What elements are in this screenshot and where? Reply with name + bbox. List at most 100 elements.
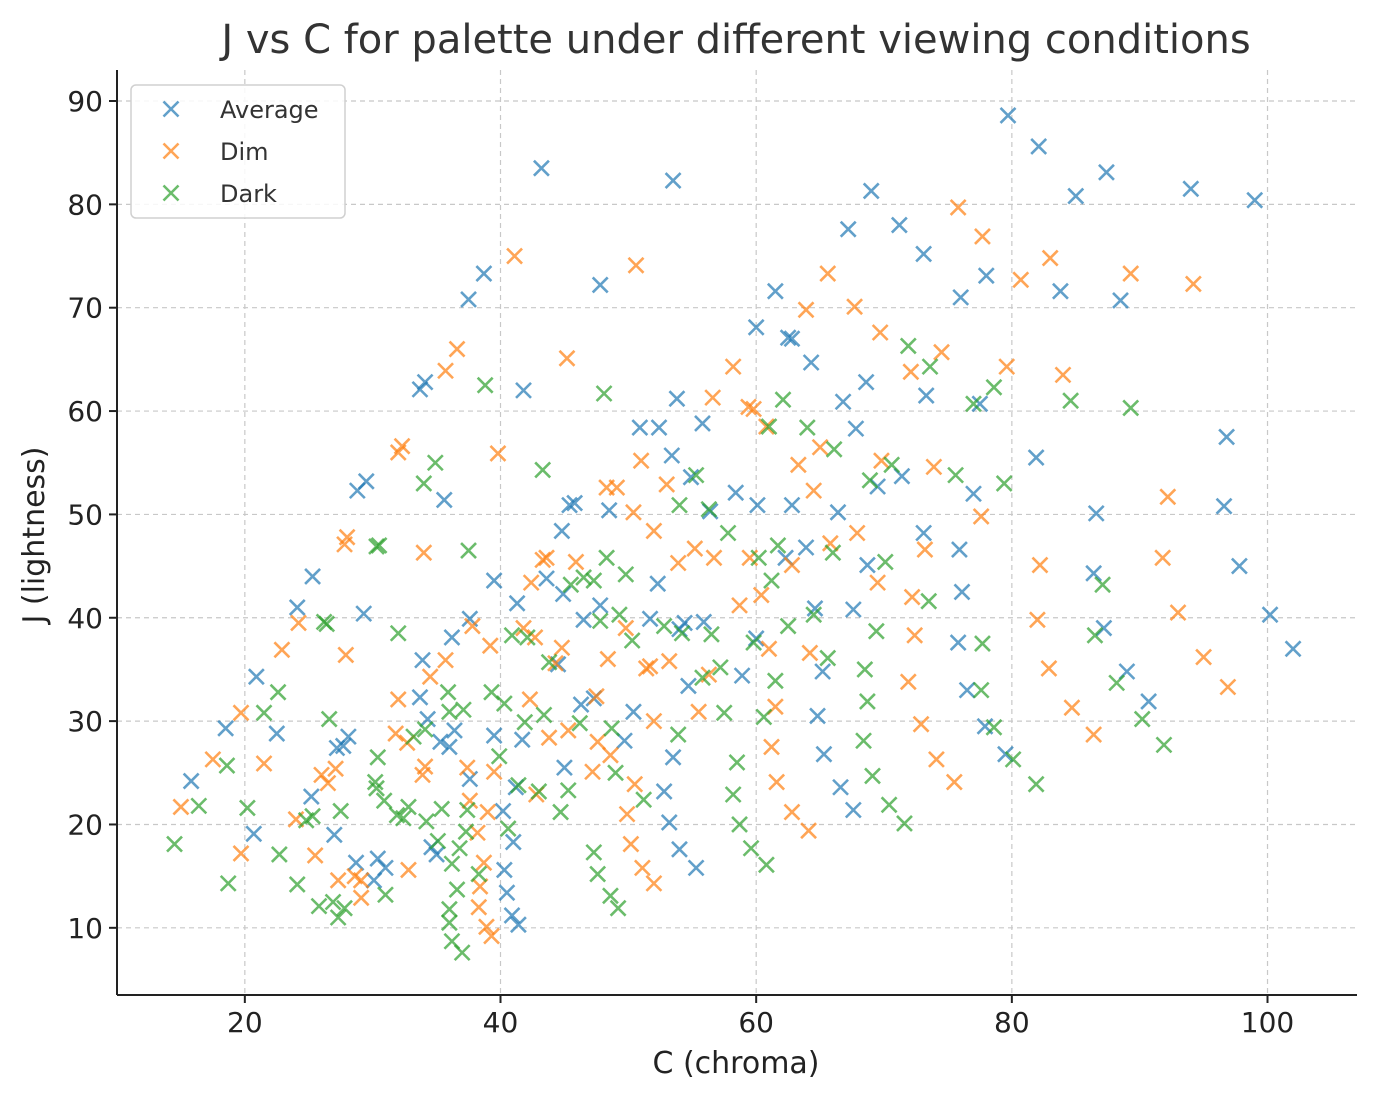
data-point [1230,557,1248,575]
data-point [690,703,708,721]
data-point [304,807,322,825]
data-point [368,779,385,797]
data-point [387,725,405,742]
data-point [608,479,626,496]
data-point [779,329,797,347]
legend-marker [162,184,180,202]
data-point [334,737,352,755]
y-tick-label: 70 [67,292,103,325]
data-point [182,772,200,790]
data-point [740,398,757,416]
data-point [470,898,488,916]
data-point [1086,626,1104,644]
y-tick-label: 60 [67,395,103,428]
data-point [393,437,411,455]
data-point [700,500,718,518]
data-point [731,596,748,614]
data-point [985,718,1003,736]
data-point [535,706,553,724]
data-point [485,727,503,745]
data-point [515,381,532,399]
data-point [728,754,746,771]
data-point [671,840,688,858]
data-point [848,524,866,542]
data-point [1261,606,1279,624]
data-point [755,708,773,726]
data-point [682,468,700,486]
data-point [658,476,676,493]
data-point [915,245,933,263]
data-point [325,826,343,844]
data-point [1004,750,1022,768]
data-point [348,482,366,500]
y-tick-label: 10 [67,912,103,945]
data-point [575,569,593,586]
data-point [324,893,342,911]
data-point [232,844,250,862]
data-point [595,385,613,402]
data-point [1027,449,1045,466]
data-point [766,282,784,300]
data-point [617,619,635,637]
data-point [437,651,454,669]
data-point [663,447,681,464]
data-point [440,738,458,756]
data-point [873,452,890,470]
data-point [933,343,950,361]
data-point [475,265,493,283]
data-point [602,887,619,905]
data-point [625,703,642,721]
data-point [428,846,446,863]
data-point [669,554,687,572]
data-point [844,601,862,618]
data-point [745,400,763,418]
data-point [745,634,763,651]
data-point [899,337,917,355]
data-point [426,454,444,472]
data-point [1184,275,1202,293]
data-point [705,549,723,567]
y-tick-label: 40 [67,602,103,635]
data-point [703,625,720,643]
data-point [669,726,687,743]
data-point [553,639,571,657]
data-point [783,330,801,348]
data-point [847,420,865,438]
data-point [903,588,921,606]
data-point [166,835,183,853]
data-point [809,707,826,725]
data-point [336,899,353,917]
data-point [733,667,751,685]
data-point [1085,564,1103,582]
legend-marker [162,142,180,160]
data-point [664,172,682,190]
data-point [1218,428,1236,446]
data-point [204,750,222,768]
data-point [332,802,350,820]
data-point [506,247,523,265]
data-point [585,843,603,861]
data-point [814,663,832,680]
data-point [476,376,494,394]
data-point [695,613,713,631]
data-point [1031,556,1049,574]
data-point [547,654,564,672]
data-point [435,491,453,509]
data-point [676,614,694,632]
data-point [370,536,388,554]
data-point [499,820,517,838]
x-tick-label: 60 [738,1006,774,1039]
series-dark [166,337,1173,962]
data-point [443,855,461,873]
data-point [902,363,920,381]
data-point [752,586,770,604]
data-point [999,107,1017,124]
data-point [757,418,775,435]
data-point [921,358,939,376]
x-tick-label: 40 [483,1006,519,1039]
data-point [861,471,879,489]
data-point [610,606,628,624]
y-axis-label: J (lightness) [17,446,52,625]
data-point [458,801,476,819]
data-point [867,622,885,640]
